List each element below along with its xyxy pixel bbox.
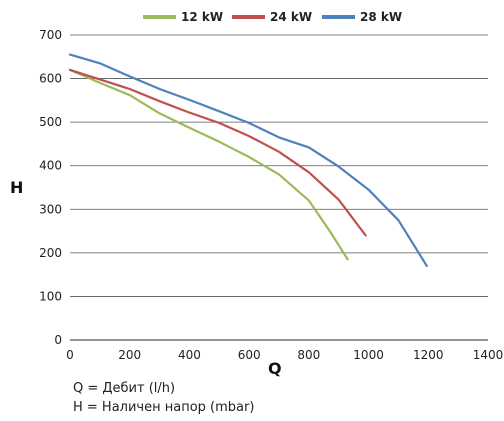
- x-axis-ticks: 0 200 400 600 800 1000 1200 1400: [66, 348, 503, 362]
- note-h-definition: H = Наличен напор (mbar): [73, 400, 255, 415]
- note-q-definition: Q = Дебит (l/h): [73, 381, 176, 396]
- y-tick-label: 200: [39, 246, 62, 260]
- y-tick-label: 700: [39, 28, 62, 42]
- y-tick-label: 300: [39, 202, 62, 216]
- y-axis-ticks: 0 100 200 300 400 500 600 700: [39, 28, 62, 347]
- y-tick-label: 500: [39, 115, 62, 129]
- y-tick-label: 0: [54, 333, 62, 347]
- legend-label: 28 kW: [360, 10, 402, 24]
- y-tick-label: 100: [39, 289, 62, 303]
- x-tick-label: 0: [66, 348, 74, 362]
- x-tick-label: 1400: [473, 348, 504, 362]
- x-tick-label: 800: [297, 348, 320, 362]
- gridlines: [70, 34, 488, 341]
- series-lines: [68, 53, 428, 267]
- legend-label: 12 kW: [181, 10, 223, 24]
- x-tick-label: 600: [238, 348, 261, 362]
- series-line-12-kw: [68, 68, 349, 261]
- x-tick-label: 1000: [353, 348, 384, 362]
- pump-curve-chart: 0 100 200 300 400 500 600 700 0 200 400 600 800 1000…: [10, 10, 503, 378]
- x-tick-label: 200: [118, 348, 141, 362]
- y-tick-label: 400: [39, 159, 62, 173]
- x-axis-title: Q: [268, 359, 282, 378]
- x-tick-label: 400: [178, 348, 201, 362]
- y-axis-title: H: [10, 178, 23, 197]
- x-tick-label: 1200: [413, 348, 444, 362]
- series-line-24-kw: [68, 68, 367, 237]
- legend-label: 24 kW: [270, 10, 312, 24]
- series-line-28-kw: [68, 53, 428, 267]
- y-tick-label: 600: [39, 72, 62, 86]
- legend: 12 kW 24 kW 28 kW: [143, 10, 402, 24]
